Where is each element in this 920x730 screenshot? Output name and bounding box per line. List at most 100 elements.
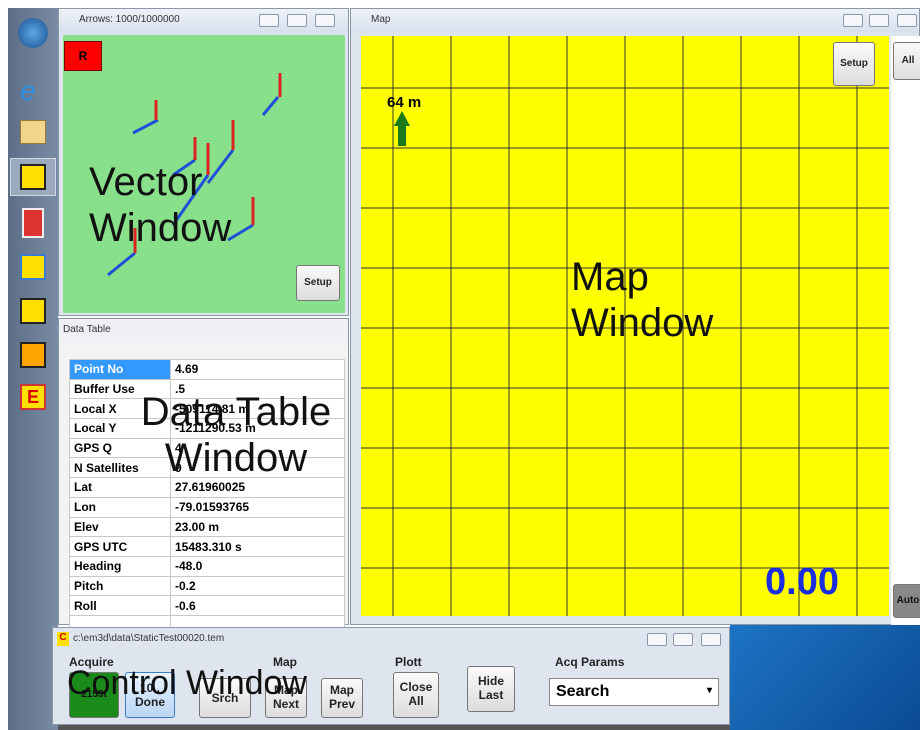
all-button[interactable]: All	[893, 42, 920, 80]
side-panel	[891, 36, 920, 625]
title-bar: c:\em3d\data\StaticTest00020.tem	[73, 633, 225, 644]
label-cell: Local X	[69, 398, 171, 420]
data-table-window: Data Table Point No 4.69 Buffer Use .5 Local…	[58, 318, 349, 656]
e-icon[interactable]: E	[20, 384, 46, 410]
button-text: Close	[399, 680, 433, 694]
table-row: GPS UTC 15483.310 s	[69, 536, 345, 557]
button-text: Done	[135, 695, 165, 709]
north-arrow	[394, 111, 410, 146]
value-cell: .5	[170, 378, 345, 400]
dropdown-arrow: ▾	[706, 685, 712, 696]
d-icon[interactable]	[20, 342, 46, 368]
label-cell: Local Y	[69, 418, 171, 439]
arrow-glyphs	[107, 73, 282, 277]
group-label: Plott	[395, 655, 422, 669]
table-row: Local X -509114.81 m	[69, 398, 345, 420]
value-cell: 4.69	[170, 359, 345, 380]
auto-button[interactable]: Auto	[893, 584, 920, 618]
title-bar: Data Table	[59, 319, 348, 343]
value-cell: 4	[170, 437, 345, 459]
map-icon[interactable]	[20, 298, 46, 324]
group-label: Acq Params	[555, 655, 625, 669]
setup-button[interactable]: Setup	[296, 265, 340, 301]
map-next-button[interactable]: Map Next	[265, 678, 307, 718]
value-cell: -79.01593765	[170, 496, 345, 518]
label-cell: Lat	[69, 477, 171, 498]
min-button[interactable]	[647, 633, 667, 646]
value-cell: 9	[170, 457, 345, 479]
map-window: Map 64 m 0.00 Setup All Auto Map Window	[350, 8, 920, 625]
taskbar: e E	[8, 8, 58, 730]
hide-last-button[interactable]: Hide Last	[467, 666, 515, 712]
table-row: Roll -0.6	[69, 595, 345, 616]
desktop	[730, 625, 920, 730]
table-row: Point No 4.69	[69, 359, 345, 380]
label-cell: GPS UTC	[69, 536, 171, 557]
explorer-icon[interactable]	[20, 120, 46, 144]
vector-canvas: R Setup	[63, 35, 345, 313]
close-button[interactable]	[897, 14, 917, 27]
table-row: N Satellites 9	[69, 457, 345, 479]
table-row: Buffer Use .5	[69, 378, 345, 400]
gps-icon[interactable]	[22, 208, 44, 238]
value-cell: 15483.310 s	[170, 536, 345, 557]
label-cell: GPS Q	[69, 437, 171, 459]
label-cell: Buffer Use	[69, 378, 171, 400]
dropdown-text: Search	[556, 683, 610, 700]
button-text: Last	[478, 688, 504, 702]
label-cell: Pitch	[69, 575, 171, 597]
map-prev-button[interactable]: Map Prev	[321, 678, 363, 718]
button-text: Prev	[328, 697, 356, 711]
app-icon: C	[57, 632, 69, 646]
table-row: Pitch -0.2	[69, 575, 345, 597]
ie-icon[interactable]: e	[20, 75, 36, 106]
close-button[interactable]	[701, 633, 721, 646]
max-button[interactable]	[673, 633, 693, 646]
label-cell: Heading	[69, 555, 171, 577]
min-button[interactable]	[259, 14, 279, 27]
value-cell: -509114.81 m	[170, 398, 345, 420]
button-text: Map	[274, 683, 298, 697]
value-cell: -48.0	[170, 555, 345, 577]
min-button[interactable]	[843, 14, 863, 27]
data-table: Point No 4.69 Buffer Use .5 Local X -509114.8…	[69, 359, 345, 656]
vector-window: Arrows: 1000/1000000 R Setup Vector Wind…	[58, 8, 349, 316]
max-button[interactable]	[287, 14, 307, 27]
close-all-button[interactable]: Close All	[393, 672, 439, 718]
value-cell: 23.00 m	[170, 516, 345, 538]
control-window: C c:\em3d\data\StaticTest00020.tem Acqui…	[52, 627, 730, 725]
group-label: Acquire	[69, 655, 114, 669]
button-text: All	[408, 694, 424, 708]
readout: 0.00	[765, 561, 839, 603]
arrows-icon[interactable]	[20, 254, 46, 280]
start-button[interactable]: 2153t	[69, 672, 119, 718]
bottom-strip	[58, 725, 730, 730]
r-button[interactable]: R	[64, 41, 102, 71]
group-label: Map	[273, 655, 297, 669]
table-row: Local Y -1211290.53 m	[69, 418, 345, 439]
label-cell: Roll	[69, 595, 171, 616]
label-cell: Point No	[69, 359, 171, 380]
button-text: Next	[272, 697, 299, 711]
table-row: Elev 23.00 m	[69, 516, 345, 538]
close-button[interactable]	[315, 14, 335, 27]
search-button[interactable]: Srch	[199, 678, 251, 718]
button-text: Map	[330, 683, 354, 697]
setup-button[interactable]: Setup	[833, 42, 875, 86]
label-cell: Elev	[69, 516, 171, 538]
done-button[interactable]: 10.. Done	[125, 672, 175, 718]
arrows	[107, 73, 282, 277]
start-orb[interactable]	[18, 18, 48, 48]
map-grid	[361, 36, 889, 616]
label-cell: N Satellites	[69, 457, 171, 479]
title-bar: Map	[351, 9, 919, 33]
value-cell: -0.2	[170, 575, 345, 597]
acq-params-dropdown[interactable]: Search ▾	[549, 678, 719, 706]
button-text: Hide	[477, 674, 504, 688]
scale-label: 64 m	[387, 94, 422, 111]
g-icon[interactable]	[20, 164, 46, 190]
max-button[interactable]	[869, 14, 889, 27]
table-row: Lon -79.01593765	[69, 496, 345, 518]
